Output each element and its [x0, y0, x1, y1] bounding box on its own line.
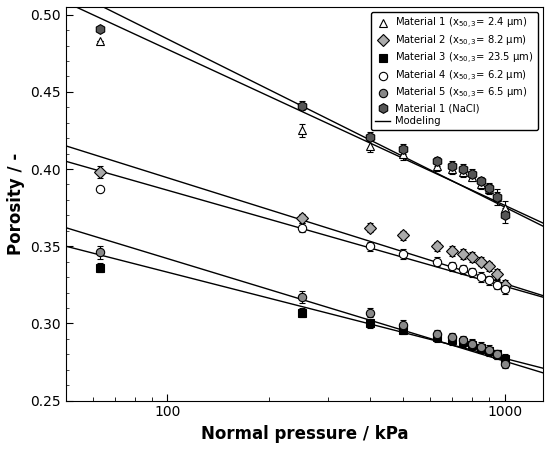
Y-axis label: Porosity / -: Porosity / -	[7, 153, 25, 255]
Legend: Material 1 (x$_{50,3}$= 2.4 μm), Material 2 (x$_{50,3}$= 8.2 μm), Material 3 (x$: Material 1 (x$_{50,3}$= 2.4 μm), Materia…	[371, 12, 538, 130]
X-axis label: Normal pressure / kPa: Normal pressure / kPa	[201, 425, 408, 443]
